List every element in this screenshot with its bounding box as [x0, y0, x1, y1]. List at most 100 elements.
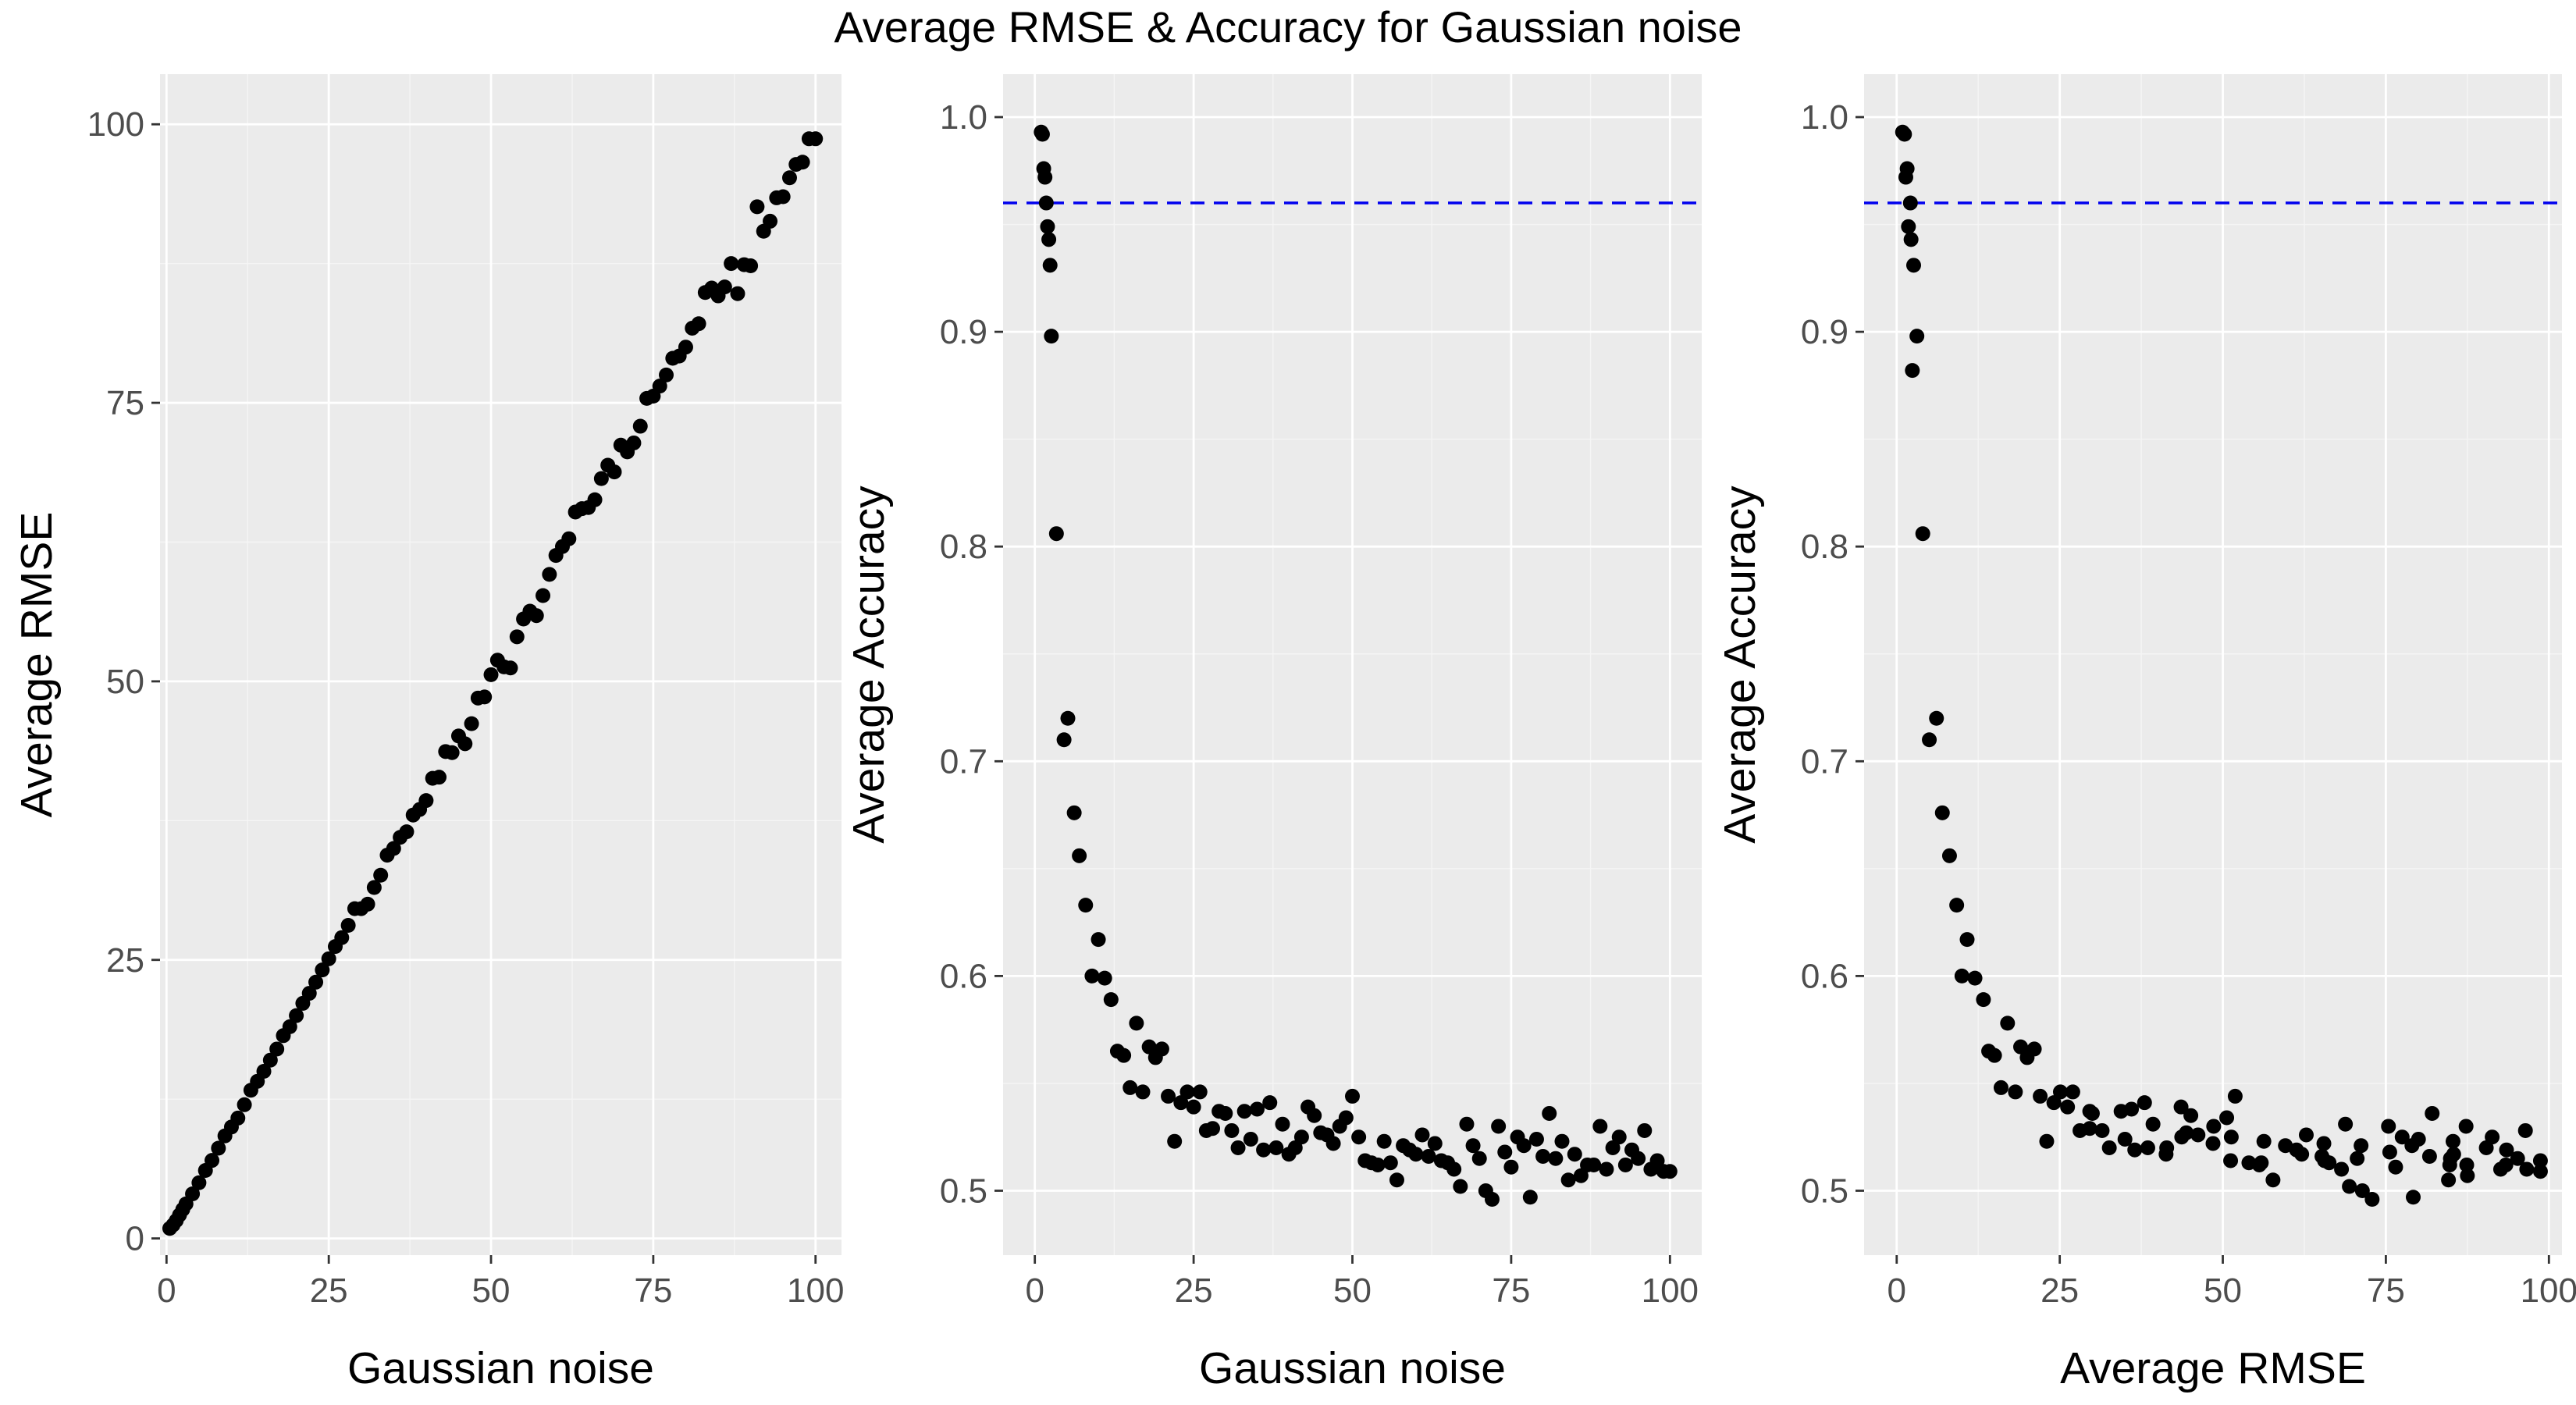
y-tick-label: 0: [126, 1220, 144, 1258]
data-point: [1542, 1105, 1557, 1121]
data-point: [2294, 1147, 2310, 1162]
data-point: [2008, 1084, 2023, 1100]
x-tick-label: 50: [472, 1272, 511, 1310]
y-axis-title: Average Accuracy: [1715, 486, 1765, 844]
data-point: [1599, 1161, 1614, 1177]
data-point: [1901, 219, 1916, 234]
data-point: [1040, 219, 1055, 234]
data-point: [1903, 232, 1919, 247]
data-point: [528, 608, 544, 624]
data-point: [808, 131, 824, 147]
x-axis-title: Average RMSE: [2060, 1343, 2366, 1393]
data-point: [1941, 848, 1957, 863]
y-tick-label: 0.6: [1801, 957, 1848, 995]
data-point: [781, 170, 797, 186]
data-point: [2052, 1084, 2068, 1100]
data-point: [2082, 1121, 2097, 1136]
data-point: [1351, 1129, 1367, 1145]
data-point: [2223, 1153, 2239, 1168]
data-point: [1287, 1140, 1303, 1155]
data-point: [587, 492, 603, 507]
data-point: [2124, 1101, 2140, 1117]
data-point: [2381, 1119, 2396, 1134]
data-point: [2000, 1016, 2016, 1031]
y-tick-label: 0.9: [1801, 313, 1848, 351]
data-point: [2338, 1116, 2354, 1132]
data-point: [1186, 1099, 1201, 1115]
data-point: [211, 1140, 226, 1156]
data-point: [2117, 1131, 2133, 1147]
data-point: [2425, 1105, 2440, 1121]
data-point: [1905, 363, 1920, 379]
data-point: [321, 951, 336, 966]
data-point: [2499, 1142, 2514, 1158]
data-point: [652, 379, 667, 394]
data-point: [509, 629, 525, 645]
y-tick-label: 0.9: [940, 313, 987, 351]
data-point: [1949, 898, 1965, 913]
data-point: [2206, 1119, 2222, 1134]
data-point: [2388, 1159, 2403, 1175]
data-point: [1192, 1084, 1208, 1100]
data-point: [1554, 1133, 1570, 1149]
data-point: [2342, 1179, 2357, 1194]
data-point: [1535, 1148, 1551, 1164]
data-point: [444, 745, 460, 760]
data-point: [1976, 992, 1991, 1008]
data-point: [1902, 195, 1918, 211]
data-point: [1573, 1168, 1589, 1183]
y-axis-title: Average Accuracy: [844, 486, 894, 844]
data-point: [717, 279, 732, 295]
x-tick-label: 25: [2041, 1272, 2079, 1310]
data-point: [2519, 1161, 2535, 1177]
y-tick-label: 100: [87, 105, 144, 144]
data-point: [2183, 1108, 2199, 1123]
data-point: [1465, 1138, 1481, 1154]
data-point: [1034, 126, 1050, 142]
data-point: [269, 1041, 285, 1057]
data-point: [1967, 970, 1983, 986]
data-point: [1954, 968, 1969, 984]
data-point: [503, 660, 518, 676]
data-point: [2256, 1133, 2272, 1149]
data-point: [1135, 1084, 1151, 1100]
plot-panel-background: [1864, 74, 2562, 1255]
data-point: [2298, 1127, 2314, 1143]
data-point: [1959, 932, 1975, 948]
data-point: [1370, 1157, 1386, 1172]
data-point: [1453, 1179, 1468, 1194]
data-point: [2101, 1140, 2117, 1155]
data-point: [1382, 1155, 1398, 1171]
data-point: [2421, 1148, 2437, 1164]
data-point: [2354, 1183, 2370, 1198]
data-point: [678, 340, 693, 355]
data-point: [2485, 1129, 2500, 1145]
data-point: [237, 1097, 252, 1112]
data-point: [749, 199, 765, 215]
data-point: [230, 1110, 246, 1126]
data-point: [1048, 526, 1064, 542]
data-point: [1905, 258, 1921, 273]
data-point: [2458, 1119, 2474, 1134]
data-point: [1037, 169, 1053, 185]
data-point: [301, 986, 317, 1001]
data-point: [1637, 1122, 1653, 1138]
data-point: [607, 464, 622, 480]
y-tick-label: 0.8: [1801, 528, 1848, 566]
data-point: [1084, 968, 1100, 984]
x-tick-label: 75: [2367, 1272, 2405, 1310]
accuracy-vs-noise-panel: 0 25 50 75 100 0.5 0.6 0.7 0.8 0.9 1.0 Gaussian noi…: [844, 74, 1702, 1393]
data-point: [1471, 1151, 1487, 1166]
data-point: [1307, 1108, 1322, 1123]
data-point: [2532, 1164, 2548, 1179]
y-tick-label: 0.7: [1801, 742, 1848, 781]
data-point: [1649, 1153, 1665, 1168]
data-point: [185, 1186, 201, 1201]
data-point: [2084, 1105, 2100, 1121]
data-point: [2460, 1168, 2475, 1183]
data-point: [1459, 1116, 1475, 1132]
data-point: [1097, 970, 1112, 986]
data-point: [1161, 1088, 1176, 1104]
data-point: [2173, 1099, 2189, 1115]
y-tick-label: 25: [106, 941, 144, 980]
